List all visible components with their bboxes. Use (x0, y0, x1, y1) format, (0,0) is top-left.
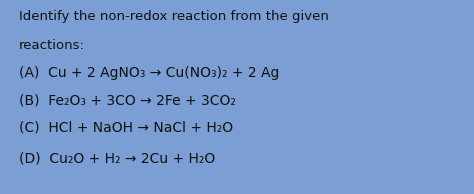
Text: reactions:: reactions: (19, 39, 85, 52)
Text: (D)  Cu₂O + H₂ → 2Cu + H₂O: (D) Cu₂O + H₂ → 2Cu + H₂O (19, 151, 215, 165)
Text: (A)  Cu + 2 AgNO₃ → Cu(NO₃)₂ + 2 Ag: (A) Cu + 2 AgNO₃ → Cu(NO₃)₂ + 2 Ag (19, 66, 279, 80)
Text: (C)  HCl + NaOH → NaCl + H₂O: (C) HCl + NaOH → NaCl + H₂O (19, 120, 233, 134)
Text: Identify the non-redox reaction from the given: Identify the non-redox reaction from the… (19, 10, 329, 23)
Text: (B)  Fe₂O₃ + 3CO → 2Fe + 3CO₂: (B) Fe₂O₃ + 3CO → 2Fe + 3CO₂ (19, 93, 236, 107)
